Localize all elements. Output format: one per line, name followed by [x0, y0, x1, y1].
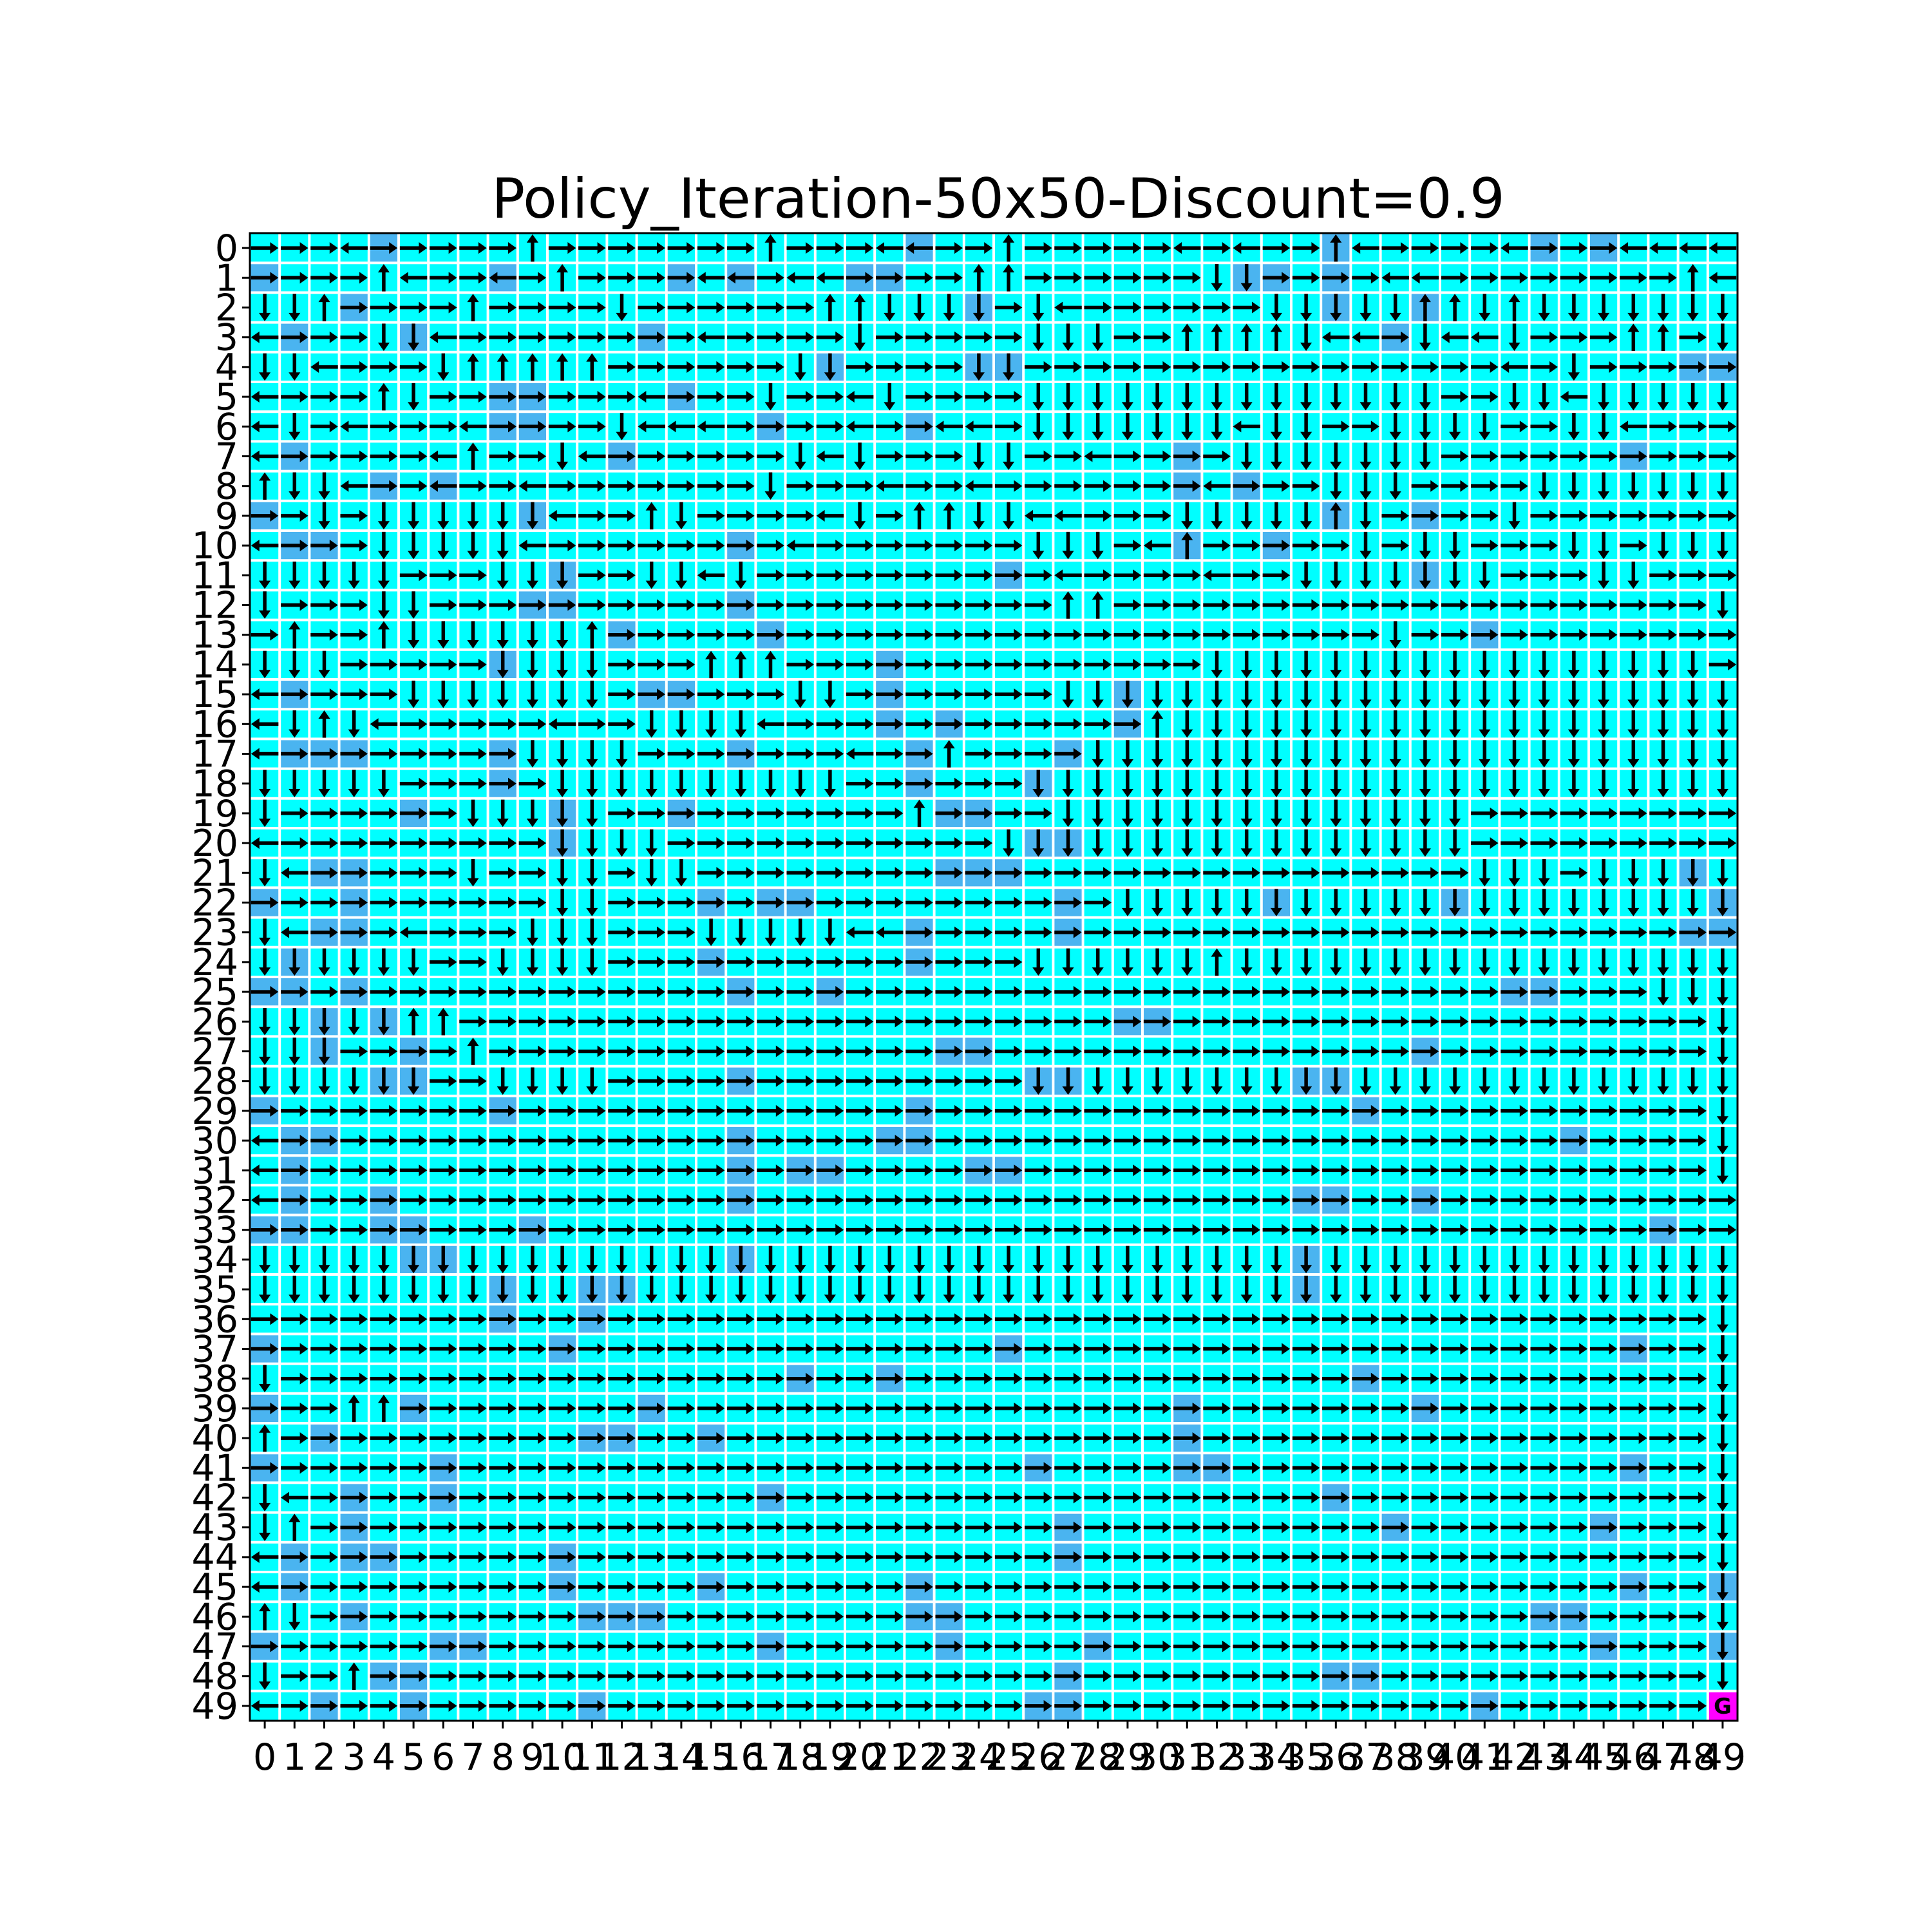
chart-title: Policy_Iteration-50x50-Discount=0.9	[491, 167, 1504, 231]
